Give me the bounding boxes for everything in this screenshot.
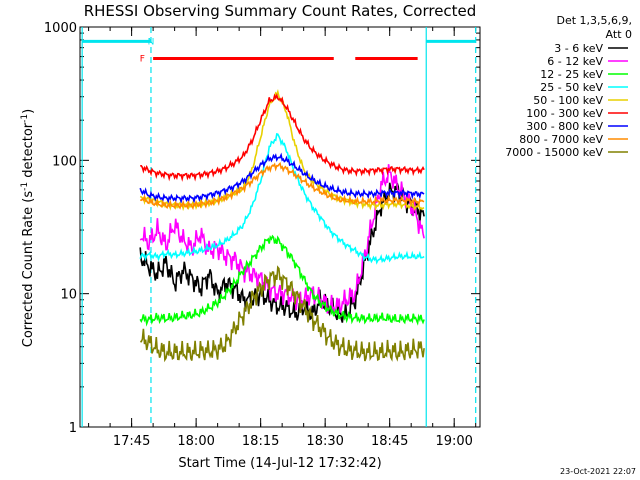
series-line <box>139 164 425 314</box>
legend-label: 7000 - 15000 keV <box>505 146 603 159</box>
series-line <box>140 161 425 211</box>
legend-label: 6 - 12 keV <box>547 55 603 68</box>
timestamp: 23-Oct-2021 22:07 <box>560 467 636 476</box>
legend-header-1: Det 1,3,5,6,9, <box>556 14 632 27</box>
flag-label: F <box>140 55 145 65</box>
series-line <box>139 152 425 205</box>
series-line <box>139 133 425 265</box>
legend-label: 3 - 6 keV <box>554 42 603 55</box>
y-axis: 1 10 100 1000 <box>44 21 480 436</box>
legend-label: 300 - 800 keV <box>526 120 603 133</box>
x-tick-label: 17:45 <box>113 434 150 449</box>
x-axis-label: Start Time (14-Jul-12 17:32:42) <box>178 456 381 471</box>
y-tick-label: 100 <box>52 154 77 169</box>
y-tick-label: 10 <box>60 288 77 303</box>
legend-label: 800 - 7000 keV <box>519 133 603 146</box>
x-tick-label: 18:15 <box>242 434 279 449</box>
status-bars: FN <box>82 37 476 65</box>
y-axis-label: Corrected Count Rate (s-1 detector-1) <box>20 109 36 347</box>
plot-frame <box>79 26 481 428</box>
chart-title: RHESSI Observing Summary Count Rates, Co… <box>84 2 477 20</box>
flag-label: N <box>148 37 155 47</box>
x-tick-label: 19:00 <box>435 434 472 449</box>
x-tick-label: 18:30 <box>306 434 343 449</box>
plot-border <box>79 26 481 428</box>
x-tick-label: 18:00 <box>177 434 214 449</box>
series-line <box>139 234 425 327</box>
series-line <box>139 182 425 323</box>
series-line <box>140 265 425 363</box>
series-line <box>140 93 425 182</box>
x-tick-label: 18:45 <box>371 434 408 449</box>
legend-label: 100 - 300 keV <box>526 107 603 120</box>
series-group <box>139 88 425 363</box>
observation-markers <box>81 27 477 427</box>
legend-label: 25 - 50 keV <box>540 81 603 94</box>
y-tick-label: 1000 <box>44 21 77 36</box>
legend-label: 12 - 25 keV <box>540 68 603 81</box>
x-axis: 17:45 18:00 18:15 18:30 18:45 19:00 <box>88 27 477 449</box>
legend-header-2: Att 0 <box>606 28 632 41</box>
y-tick-label: 1 <box>69 421 77 436</box>
legend-label: 50 - 100 keV <box>533 94 603 107</box>
